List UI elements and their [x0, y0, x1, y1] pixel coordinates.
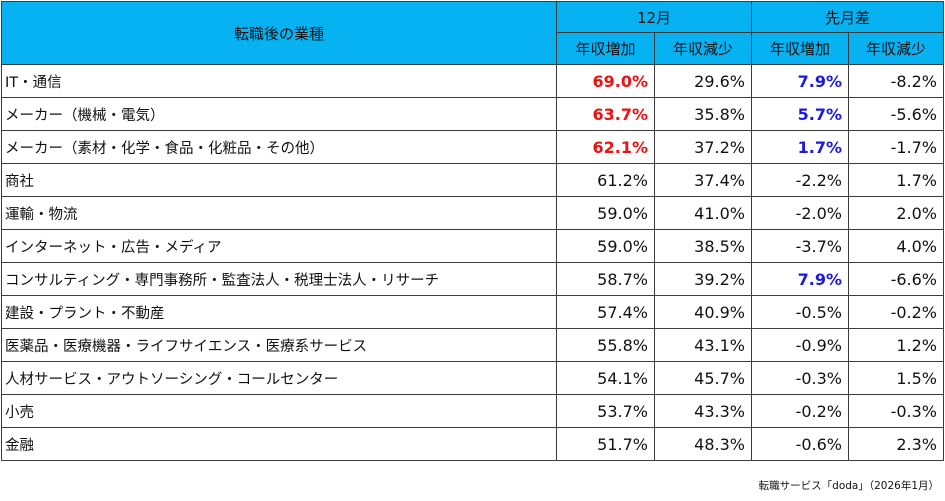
diff-decrease-cell: -0.3% [848, 394, 944, 428]
current-increase-cell: 58.7% [556, 262, 655, 296]
current-decrease-cell: 39.2% [654, 262, 752, 296]
diff-increase-cell: -0.9% [751, 328, 849, 362]
diff-decrease-cell: 1.5% [848, 361, 944, 395]
table-row: IT・通信 69.0% 29.6% 7.9% -8.2% [1, 64, 944, 98]
salary-change-table: 転職後の業種 12月 先月差 年収増加 年収減少 年収増加 年収減少 IT・通信… [1, 1, 944, 461]
diff-decrease-cell: 4.0% [848, 229, 944, 263]
header-group-diff: 先月差 [751, 1, 944, 33]
table-row: インターネット・広告・メディア 59.0% 38.5% -3.7% 4.0% [1, 229, 944, 263]
table-row: メーカー（素材・化学・食品・化粧品・その他） 62.1% 37.2% 1.7% -1.7… [1, 130, 944, 164]
header-current-increase: 年収増加 [556, 32, 655, 65]
current-increase-cell: 53.7% [556, 394, 655, 428]
header-category: 転職後の業種 [1, 1, 557, 65]
diff-increase-cell: -3.7% [751, 229, 849, 263]
diff-increase-cell: 5.7% [751, 97, 849, 131]
table-row: 商社 61.2% 37.4% -2.2% 1.7% [1, 163, 944, 197]
current-decrease-cell: 37.2% [654, 130, 752, 164]
current-increase-cell: 59.0% [556, 229, 655, 263]
industry-name-cell: 金融 [1, 427, 557, 461]
current-increase-cell: 63.7% [556, 97, 655, 131]
industry-name-cell: コンサルティング・専門事務所・監査法人・税理士法人・リサーチ [1, 262, 557, 296]
diff-increase-cell: 7.9% [751, 64, 849, 98]
table-row: 運輸・物流 59.0% 41.0% -2.0% 2.0% [1, 196, 944, 230]
diff-increase-cell: -2.0% [751, 196, 849, 230]
diff-decrease-cell: 2.0% [848, 196, 944, 230]
diff-increase-cell: -0.2% [751, 394, 849, 428]
current-increase-cell: 62.1% [556, 130, 655, 164]
header-group-current: 12月 [556, 1, 752, 33]
industry-name-cell: 医薬品・医療機器・ライフサイエンス・医療系サービス [1, 328, 557, 362]
diff-decrease-cell: -6.6% [848, 262, 944, 296]
industry-name-cell: 小売 [1, 394, 557, 428]
current-increase-cell: 55.8% [556, 328, 655, 362]
diff-decrease-cell: 2.3% [848, 427, 944, 461]
table-row: 金融 51.7% 48.3% -0.6% 2.3% [1, 427, 944, 461]
diff-decrease-cell: -5.6% [848, 97, 944, 131]
table-row: メーカー（機械・電気） 63.7% 35.8% 5.7% -5.6% [1, 97, 944, 131]
industry-name-cell: IT・通信 [1, 64, 557, 98]
current-decrease-cell: 38.5% [654, 229, 752, 263]
header-diff-increase: 年収増加 [751, 32, 849, 65]
industry-name-cell: 建設・プラント・不動産 [1, 295, 557, 329]
current-decrease-cell: 29.6% [654, 64, 752, 98]
diff-decrease-cell: 1.2% [848, 328, 944, 362]
current-decrease-cell: 43.1% [654, 328, 752, 362]
diff-decrease-cell: -1.7% [848, 130, 944, 164]
diff-increase-cell: -2.2% [751, 163, 849, 197]
current-decrease-cell: 41.0% [654, 196, 752, 230]
diff-decrease-cell: -0.2% [848, 295, 944, 329]
diff-increase-cell: -0.5% [751, 295, 849, 329]
industry-name-cell: メーカー（機械・電気） [1, 97, 557, 131]
header-current-decrease: 年収減少 [654, 32, 752, 65]
diff-increase-cell: 1.7% [751, 130, 849, 164]
diff-increase-cell: -0.6% [751, 427, 849, 461]
industry-name-cell: インターネット・広告・メディア [1, 229, 557, 263]
current-increase-cell: 61.2% [556, 163, 655, 197]
current-increase-cell: 69.0% [556, 64, 655, 98]
current-increase-cell: 51.7% [556, 427, 655, 461]
table-row: 人材サービス・アウトソーシング・コールセンター 54.1% 45.7% -0.3% 1.… [1, 361, 944, 395]
industry-name-cell: 運輸・物流 [1, 196, 557, 230]
table-body: IT・通信 69.0% 29.6% 7.9% -8.2% メーカー（機械・電気） 63.7%… [1, 64, 944, 461]
diff-decrease-cell: 1.7% [848, 163, 944, 197]
current-increase-cell: 57.4% [556, 295, 655, 329]
source-note: 転職サービス「doda」（2026年1月） [758, 480, 939, 492]
current-decrease-cell: 37.4% [654, 163, 752, 197]
header-diff-decrease: 年収減少 [848, 32, 944, 65]
industry-name-cell: メーカー（素材・化学・食品・化粧品・その他） [1, 130, 557, 164]
current-decrease-cell: 35.8% [654, 97, 752, 131]
diff-decrease-cell: -8.2% [848, 64, 944, 98]
table-row: 建設・プラント・不動産 57.4% 40.9% -0.5% -0.2% [1, 295, 944, 329]
current-decrease-cell: 48.3% [654, 427, 752, 461]
industry-name-cell: 商社 [1, 163, 557, 197]
table-row: コンサルティング・専門事務所・監査法人・税理士法人・リサーチ 58.7% 39.2%… [1, 262, 944, 296]
diff-increase-cell: 7.9% [751, 262, 849, 296]
current-increase-cell: 54.1% [556, 361, 655, 395]
industry-name-cell: 人材サービス・アウトソーシング・コールセンター [1, 361, 557, 395]
table-row: 医薬品・医療機器・ライフサイエンス・医療系サービス 55.8% 43.1% -0.9%… [1, 328, 944, 362]
diff-increase-cell: -0.3% [751, 361, 849, 395]
current-decrease-cell: 45.7% [654, 361, 752, 395]
current-decrease-cell: 40.9% [654, 295, 752, 329]
current-decrease-cell: 43.3% [654, 394, 752, 428]
table-row: 小売 53.7% 43.3% -0.2% -0.3% [1, 394, 944, 428]
current-increase-cell: 59.0% [556, 196, 655, 230]
